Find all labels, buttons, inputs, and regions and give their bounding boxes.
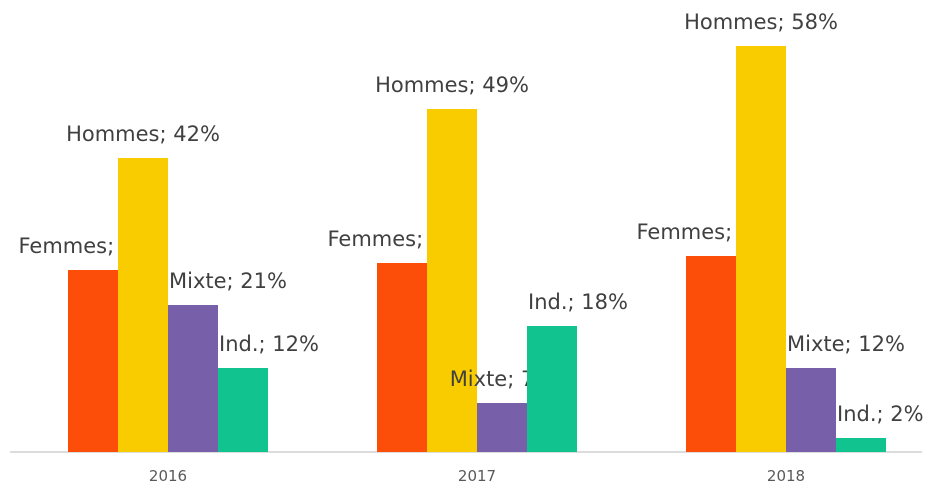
data-label: Mixte; 21% xyxy=(169,269,287,293)
x-tick-label: 2016 xyxy=(149,467,187,485)
bar xyxy=(527,326,577,452)
bar xyxy=(118,158,168,452)
bar xyxy=(477,403,527,452)
data-label: Ind.; 18% xyxy=(528,290,628,314)
data-label: Mixte; 12% xyxy=(787,332,905,356)
data-label: Ind.; 12% xyxy=(219,332,319,356)
data-label: Hommes; 49% xyxy=(375,73,529,97)
bar xyxy=(786,368,836,452)
data-label: Hommes; 58% xyxy=(684,10,838,34)
bar xyxy=(168,305,218,452)
x-tick-label: 2017 xyxy=(458,467,496,485)
bar xyxy=(427,109,477,452)
bar xyxy=(836,438,886,452)
bar xyxy=(377,263,427,452)
data-label: Ind.; 2% xyxy=(837,402,924,426)
bar xyxy=(68,270,118,452)
x-tick-label: 2018 xyxy=(767,467,805,485)
bar xyxy=(686,256,736,452)
bar xyxy=(218,368,268,452)
bar xyxy=(736,46,786,452)
data-label: Hommes; 42% xyxy=(66,122,220,146)
